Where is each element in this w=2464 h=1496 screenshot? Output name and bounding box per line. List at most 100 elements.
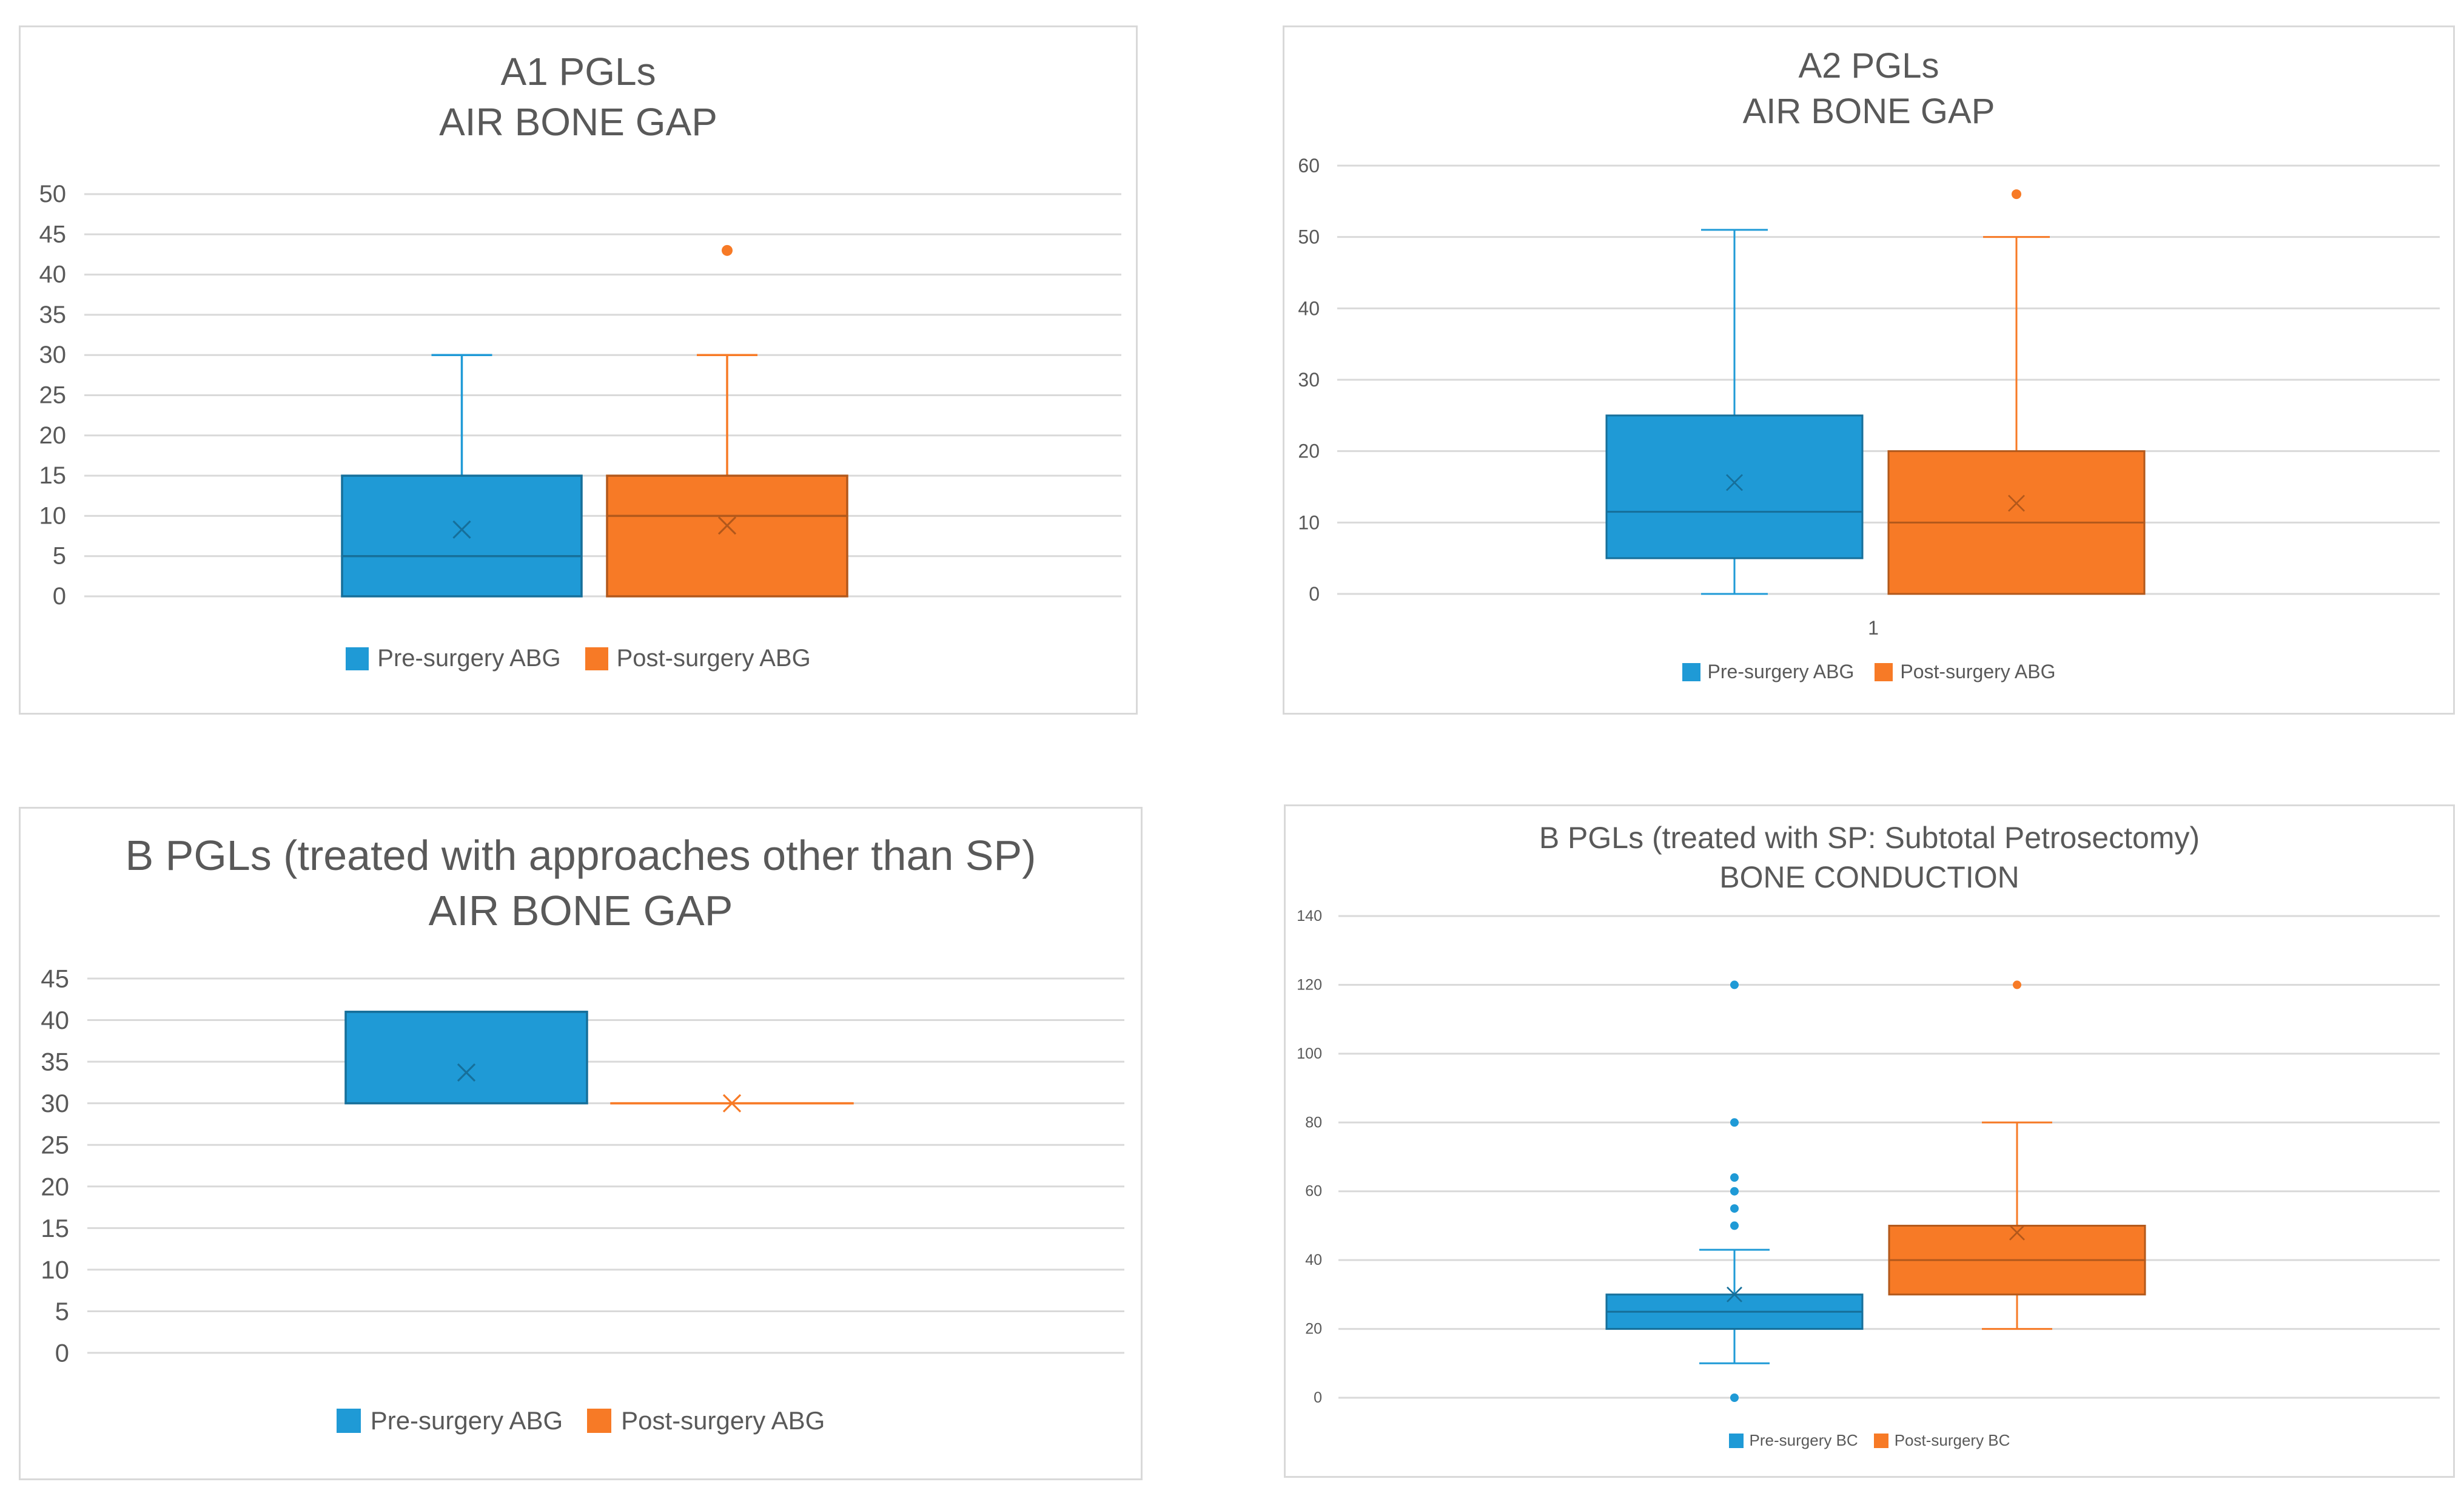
legend-item-post: Post-surgery ABG (585, 645, 811, 672)
y-tick-label: 0 (1309, 583, 1320, 605)
y-tick-label: 0 (53, 583, 66, 610)
legend-label-pre: Pre-surgery ABG (1707, 661, 1855, 682)
outlier-point (722, 244, 733, 256)
box-series-post (610, 1094, 854, 1113)
y-tick-label: 30 (41, 1089, 69, 1117)
chart-title-line-1: A1 PGLs (500, 50, 656, 93)
chart-title: B PGLs (treated with SP: Subtotal Petros… (1286, 818, 2453, 897)
box-series-post (606, 244, 848, 598)
outlier-point (1730, 980, 1739, 989)
box-iqr (344, 1011, 588, 1105)
legend: Pre-surgery ABG Post-surgery ABG (21, 645, 1136, 672)
legend-swatch-pre (346, 647, 369, 670)
box-series-pre (1605, 980, 1864, 1402)
chart-title: A1 PGLs AIR BONE GAP (21, 47, 1136, 147)
box-series-post (1888, 980, 2146, 1330)
mean-marker (1726, 474, 1743, 491)
legend-label-pre: Pre-surgery ABG (370, 1406, 563, 1435)
legend-swatch-post (1873, 1433, 1888, 1448)
box-series-pre (1605, 229, 1864, 595)
legend: Pre-surgery BC Post-surgery BC (1286, 1431, 2453, 1450)
y-tick-label: 20 (1305, 1321, 1322, 1338)
outlier-point (1730, 1393, 1739, 1402)
y-tick-label: 35 (41, 1048, 69, 1076)
outlier-point (1730, 1118, 1739, 1127)
box-series-pre (341, 354, 583, 598)
legend-swatch-post (585, 647, 608, 670)
mean-marker (722, 1094, 742, 1113)
mean-marker (452, 520, 471, 539)
legend-label-pre: Pre-surgery BC (1749, 1431, 1858, 1449)
y-tick-label: 30 (39, 342, 67, 368)
legend-item-post: Post-surgery ABG (1875, 661, 2055, 683)
chart-title-line-1: B PGLs (treated with approaches other th… (125, 832, 1036, 879)
y-tick-label: 0 (55, 1339, 69, 1367)
box-iqr (606, 474, 848, 598)
legend: Pre-surgery ABG Post-surgery ABG (1284, 661, 2453, 683)
y-tick-label: 120 (1297, 976, 1322, 993)
chart-panel-a2: A2 PGLs AIR BONE GAP 0 10 20 30 40 50 60 1 Pre-… (1283, 25, 2455, 715)
y-tick-label: 40 (39, 261, 67, 288)
plot-area: 0 5 10 15 20 25 30 35 40 45 (41, 965, 1124, 1367)
y-tick-label: 30 (1298, 369, 1320, 391)
legend-item-pre: Pre-surgery ABG (336, 1406, 563, 1435)
legend-item-pre: Pre-surgery BC (1728, 1431, 1858, 1450)
y-tick-label: 20 (39, 422, 67, 449)
y-tick-label: 5 (55, 1297, 69, 1326)
legend-label-pre: Pre-surgery ABG (377, 645, 561, 672)
y-tick-label: 50 (1298, 226, 1320, 248)
y-tick-label: 25 (39, 382, 67, 409)
legend-item-pre: Pre-surgery ABG (346, 645, 561, 672)
y-tick-label: 40 (41, 1006, 69, 1034)
chart-title: A2 PGLs AIR BONE GAP (1284, 43, 2453, 135)
chart-title-line-2: BONE CONDUCTION (1719, 860, 2019, 894)
y-tick-label: 25 (41, 1131, 69, 1159)
box-series-pre (344, 1011, 588, 1105)
outlier-point (1730, 1173, 1739, 1182)
legend-swatch-pre (336, 1409, 361, 1433)
legend-label-post: Post-surgery ABG (621, 1406, 825, 1435)
y-tick-label: 140 (1297, 908, 1322, 925)
y-tick-label: 0 (1314, 1389, 1322, 1406)
chart-title-line-2: AIR BONE GAP (439, 100, 717, 144)
outlier-point (1730, 1221, 1739, 1230)
y-tick-label: 35 (39, 302, 67, 328)
mean-marker (717, 516, 737, 535)
mean-marker (2009, 1224, 2025, 1241)
chart-panel-b-sp: B PGLs (treated with SP: Subtotal Petros… (1284, 804, 2455, 1478)
y-tick-label: 10 (39, 502, 67, 529)
chart-title: B PGLs (treated with approaches other th… (21, 828, 1141, 938)
legend-label-post: Post-surgery ABG (616, 645, 811, 672)
y-tick-label: 10 (1298, 511, 1320, 533)
box-iqr (341, 474, 583, 598)
y-tick-label: 20 (1298, 440, 1320, 462)
y-tick-label: 10 (41, 1255, 69, 1284)
y-tick-label: 60 (1305, 1183, 1322, 1200)
chart-title-line-2: AIR BONE GAP (1742, 92, 1995, 132)
y-tick-label: 45 (39, 221, 67, 248)
y-tick-label: 40 (1298, 297, 1320, 319)
legend-swatch-post (587, 1409, 612, 1433)
legend-item-pre: Pre-surgery ABG (1682, 661, 1855, 683)
legend-swatch-pre (1728, 1433, 1744, 1448)
y-tick-label: 5 (53, 543, 66, 570)
plot-area: 0 5 10 15 20 25 30 35 40 45 50 (39, 181, 1121, 610)
legend: Pre-surgery ABG Post-surgery ABG (21, 1406, 1141, 1435)
chart-title-line-1: B PGLs (treated with SP: Subtotal Petros… (1539, 821, 2200, 855)
outlier-point (2012, 189, 2021, 200)
x-category-label: 1 (1868, 617, 1879, 639)
y-tick-label: 15 (41, 1214, 69, 1242)
y-tick-label: 50 (39, 181, 67, 207)
mean-marker (1727, 1286, 1742, 1302)
box-iqr (1605, 414, 1864, 559)
legend-label-post: Post-surgery BC (1894, 1431, 2010, 1449)
y-tick-label: 15 (39, 462, 67, 489)
legend-swatch-pre (1682, 662, 1700, 681)
y-tick-label: 80 (1305, 1114, 1322, 1131)
legend-item-post: Post-surgery BC (1873, 1431, 2010, 1450)
outlier-point (1730, 1187, 1739, 1196)
y-tick-label: 60 (1298, 155, 1320, 177)
box-series-post (1887, 189, 2146, 595)
chart-title-line-1: A2 PGLs (1798, 46, 1939, 86)
y-tick-label: 40 (1305, 1252, 1322, 1269)
